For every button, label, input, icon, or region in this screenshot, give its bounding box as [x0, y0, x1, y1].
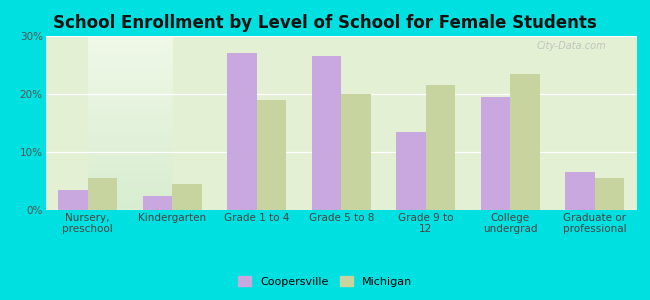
Bar: [227, 53, 257, 210]
Bar: [565, 172, 595, 210]
Text: City-Data.com: City-Data.com: [536, 41, 606, 51]
Bar: [142, 196, 172, 210]
Bar: [341, 94, 370, 210]
Bar: [88, 178, 117, 210]
Bar: [312, 56, 341, 210]
Bar: [426, 85, 455, 210]
Text: School Enrollment by Level of School for Female Students: School Enrollment by Level of School for…: [53, 14, 597, 32]
Bar: [58, 190, 88, 210]
Bar: [172, 184, 202, 210]
Bar: [257, 100, 286, 210]
Bar: [396, 132, 426, 210]
Legend: Coopersville, Michigan: Coopersville, Michigan: [233, 272, 417, 291]
Bar: [510, 74, 540, 210]
Bar: [481, 97, 510, 210]
Bar: [595, 178, 624, 210]
